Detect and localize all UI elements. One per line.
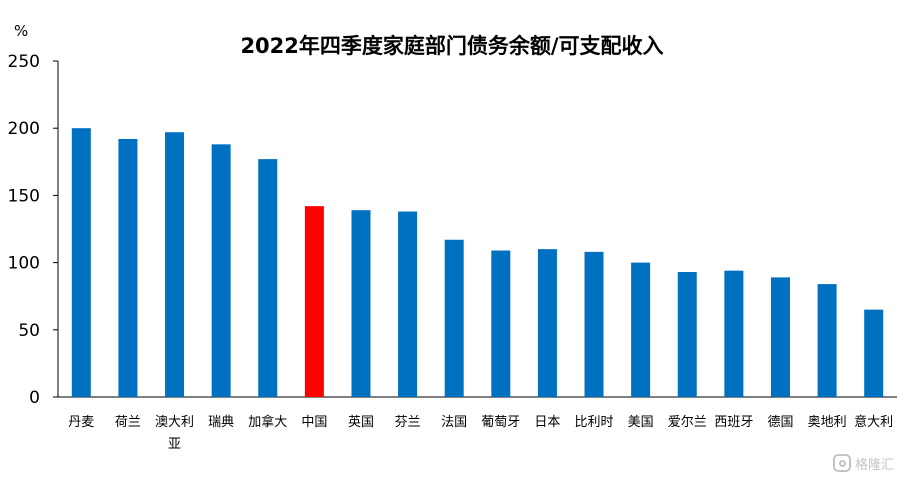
watermark: 格隆汇 — [833, 450, 899, 476]
y-tick-label: 200 — [8, 119, 40, 139]
bar — [351, 210, 371, 397]
bar — [258, 159, 278, 397]
y-axis-unit: % — [14, 22, 28, 40]
bar — [165, 132, 185, 397]
bar — [631, 262, 651, 397]
axes — [53, 60, 897, 398]
x-tick-label: 法国 — [441, 415, 467, 430]
chart-title: 2022年四季度家庭部门债务余额/可支配收入 — [240, 34, 663, 58]
x-tick-label: 中国 — [301, 415, 327, 430]
bar — [817, 284, 837, 397]
bar — [770, 277, 790, 397]
bar — [211, 144, 231, 397]
bar — [584, 251, 604, 397]
x-tick-label: 荷兰 — [115, 415, 141, 430]
bar — [677, 272, 697, 397]
x-tick-label: 德国 — [767, 415, 793, 430]
y-tick-label: 100 — [8, 254, 40, 274]
watermark-text: 格隆汇 — [855, 457, 895, 473]
bar — [304, 206, 324, 397]
bars — [71, 128, 884, 397]
x-tick-label: 美国 — [628, 415, 654, 430]
x-tick-label: 葡萄牙 — [481, 415, 520, 430]
y-tick-labels: 0 50 100 150 200 250 — [8, 52, 40, 408]
x-tick-label: 加拿大 — [248, 414, 287, 430]
x-tick-label: 比利时 — [575, 415, 614, 430]
y-tick-label: 50 — [18, 321, 40, 341]
y-tick-label: 0 — [29, 388, 40, 408]
x-tick-label: 日本 — [534, 415, 560, 430]
bar — [118, 138, 138, 397]
x-tick-label: 奥地利 — [808, 415, 847, 430]
x-tick-label: 丹麦 — [68, 415, 94, 430]
bar — [71, 128, 91, 397]
x-tick-label: 芬兰 — [395, 415, 421, 430]
bar — [444, 239, 464, 397]
bar — [491, 250, 511, 397]
x-tick-label: 西班牙 — [714, 415, 753, 430]
x-tick-labels: 丹麦 荷兰 澳大利亚 瑞典 加拿大 中国 英国 芬兰 法国 葡萄牙 日本 比利时 美国 爱尔兰 西班牙 德国奥… — [68, 414, 893, 452]
x-tick-label: 瑞典 — [208, 415, 234, 430]
y-tick-label: 150 — [8, 186, 40, 206]
bar — [724, 270, 744, 397]
x-tick-label: 澳大利 — [155, 414, 194, 430]
x-tick-label: 爱尔兰 — [668, 415, 707, 430]
gelonghui-logo-icon — [833, 454, 851, 472]
bar — [537, 249, 557, 397]
x-tick-label: 意大利 — [854, 414, 893, 430]
bar — [864, 309, 884, 397]
bar — [398, 211, 418, 397]
x-tick-label: 英国 — [348, 415, 374, 430]
x-tick-label: 亚 — [168, 437, 181, 452]
y-tick-label: 250 — [8, 52, 40, 72]
